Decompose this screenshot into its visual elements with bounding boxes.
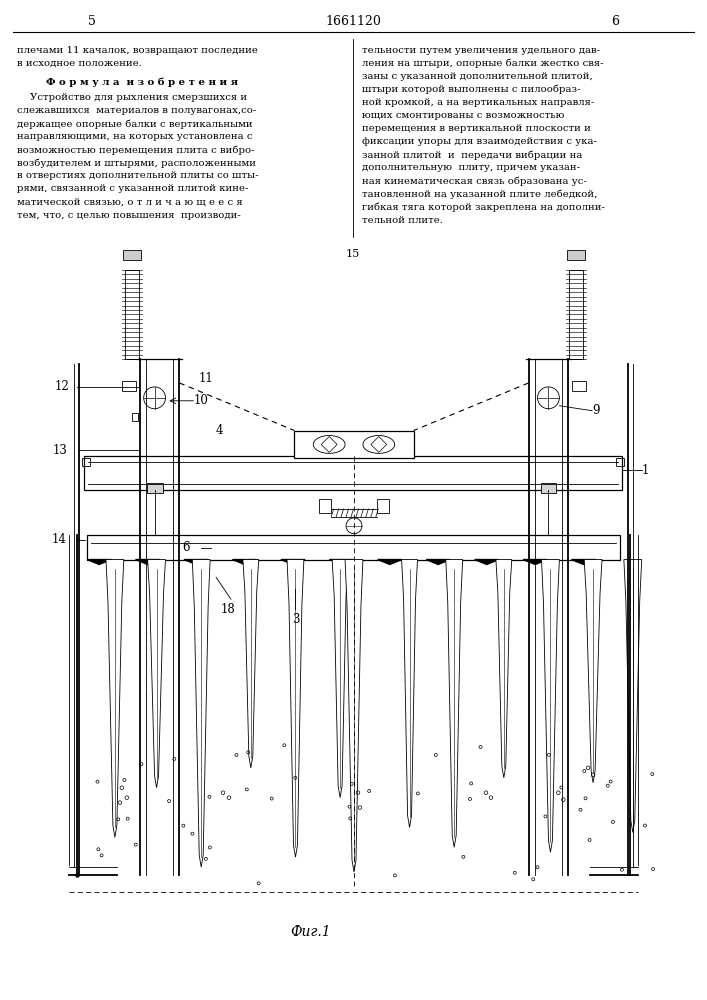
Text: Ф о р м у л а  и з о б р е т е н и я: Ф о р м у л а и з о б р е т е н и я — [47, 78, 238, 87]
Text: фиксации упоры для взаимодействия с ука-: фиксации упоры для взаимодействия с ука- — [362, 137, 597, 146]
Polygon shape — [243, 560, 259, 768]
Polygon shape — [184, 560, 208, 564]
Polygon shape — [233, 560, 257, 564]
Polygon shape — [496, 560, 512, 778]
Polygon shape — [402, 560, 418, 827]
Bar — [295, 431, 414, 458]
Polygon shape — [281, 560, 305, 564]
Polygon shape — [426, 560, 450, 564]
Text: 13: 13 — [53, 444, 68, 457]
Polygon shape — [523, 560, 547, 564]
Circle shape — [346, 518, 362, 534]
Polygon shape — [474, 560, 499, 564]
Text: дополнительную  плиту, причем указан-: дополнительную плиту, причем указан- — [362, 163, 580, 172]
Text: занной плитой  и  передачи вибрации на: занной плитой и передачи вибрации на — [362, 150, 583, 160]
Text: штыри которой выполнены с пилообраз-: штыри которой выполнены с пилообраз- — [362, 85, 580, 94]
Bar — [320, 499, 331, 513]
Polygon shape — [87, 560, 111, 564]
Circle shape — [537, 387, 559, 409]
Polygon shape — [584, 560, 602, 783]
Bar — [567, 250, 585, 260]
Polygon shape — [571, 560, 596, 564]
Polygon shape — [624, 560, 642, 832]
Text: 11: 11 — [199, 372, 214, 385]
Bar — [541, 483, 556, 493]
Polygon shape — [287, 560, 304, 857]
Text: 6: 6 — [182, 541, 190, 554]
Bar — [122, 381, 136, 391]
Text: заны с указанной дополнительной плитой,: заны с указанной дополнительной плитой, — [362, 72, 592, 81]
Text: 1661120: 1661120 — [325, 15, 381, 28]
Bar — [125, 270, 139, 359]
Text: 9: 9 — [592, 404, 600, 417]
Text: ления на штыри, опорные балки жестко свя-: ления на штыри, опорные балки жестко свя… — [362, 59, 604, 68]
Text: плечами 11 качалок, возвращают последние: плечами 11 качалок, возвращают последние — [17, 46, 257, 55]
Polygon shape — [329, 560, 354, 564]
Text: Устройство для рыхления смерзшихся и: Устройство для рыхления смерзшихся и — [17, 93, 247, 102]
Polygon shape — [345, 560, 363, 872]
Text: ная кинематическая связь образована ус-: ная кинематическая связь образована ус- — [362, 177, 587, 186]
Text: перемещения в вертикальной плоскости и: перемещения в вертикальной плоскости и — [362, 124, 591, 133]
Text: слежавшихся  материалов в полувагонах,со-: слежавшихся материалов в полувагонах,со- — [17, 106, 256, 115]
Bar — [82, 458, 90, 466]
Text: матической связью, о т л и ч а ю щ е е с я: матической связью, о т л и ч а ю щ е е с… — [17, 198, 243, 207]
Text: тановленной на указанной плите лебедкой,: тановленной на указанной плите лебедкой, — [362, 190, 597, 199]
Text: 18: 18 — [221, 603, 235, 616]
Text: 5: 5 — [88, 15, 96, 28]
Text: Фиг.1: Фиг.1 — [290, 925, 331, 939]
Polygon shape — [332, 560, 348, 798]
Ellipse shape — [363, 436, 395, 453]
Bar — [616, 458, 624, 466]
Bar — [123, 250, 141, 260]
Bar — [146, 483, 163, 493]
Polygon shape — [542, 560, 559, 852]
Polygon shape — [106, 560, 124, 837]
Polygon shape — [148, 560, 165, 788]
Text: 6: 6 — [611, 15, 619, 28]
Text: тельности путем увеличения удельного дав-: тельности путем увеличения удельного дав… — [362, 46, 600, 55]
Bar — [377, 499, 389, 513]
Text: 4: 4 — [216, 424, 223, 437]
Text: в отверстиях дополнительной плиты со шты-: в отверстиях дополнительной плиты со шты… — [17, 171, 258, 180]
Text: 15: 15 — [346, 249, 360, 259]
Bar — [132, 413, 138, 421]
Text: тем, что, с целью повышения  производи-: тем, что, с целью повышения производи- — [17, 211, 240, 220]
Text: 1: 1 — [642, 464, 649, 477]
Text: ной кромкой, а на вертикальных направля-: ной кромкой, а на вертикальных направля- — [362, 98, 594, 107]
Polygon shape — [192, 560, 210, 867]
Text: держащее опорные балки с вертикальными: держащее опорные балки с вертикальными — [17, 119, 252, 129]
Text: ющих смонтированы с возможностью: ющих смонтированы с возможностью — [362, 111, 564, 120]
Bar — [569, 270, 583, 359]
Bar — [87, 535, 620, 560]
Polygon shape — [446, 560, 462, 847]
Text: 3: 3 — [292, 613, 299, 626]
Text: возможностью перемещения плита с вибро-: возможностью перемещения плита с вибро- — [17, 145, 255, 155]
Text: возбудителем и штырями, расположенными: возбудителем и штырями, расположенными — [17, 158, 256, 168]
Text: 10: 10 — [194, 394, 209, 407]
Text: тельной плите.: тельной плите. — [362, 216, 443, 225]
Polygon shape — [378, 560, 402, 564]
Text: направляющими, на которых установлена с: направляющими, на которых установлена с — [17, 132, 252, 141]
Bar — [572, 381, 586, 391]
Circle shape — [144, 387, 165, 409]
Bar — [84, 456, 622, 490]
Polygon shape — [136, 560, 160, 564]
Ellipse shape — [313, 436, 345, 453]
Text: в исходное положение.: в исходное положение. — [17, 59, 141, 68]
Text: рями, связанной с указанной плитой кине-: рями, связанной с указанной плитой кине- — [17, 184, 248, 193]
Text: 14: 14 — [52, 533, 66, 546]
Text: гибкая тяга которой закреплена на дополни-: гибкая тяга которой закреплена на дополн… — [362, 203, 604, 212]
Text: 12: 12 — [55, 380, 70, 393]
